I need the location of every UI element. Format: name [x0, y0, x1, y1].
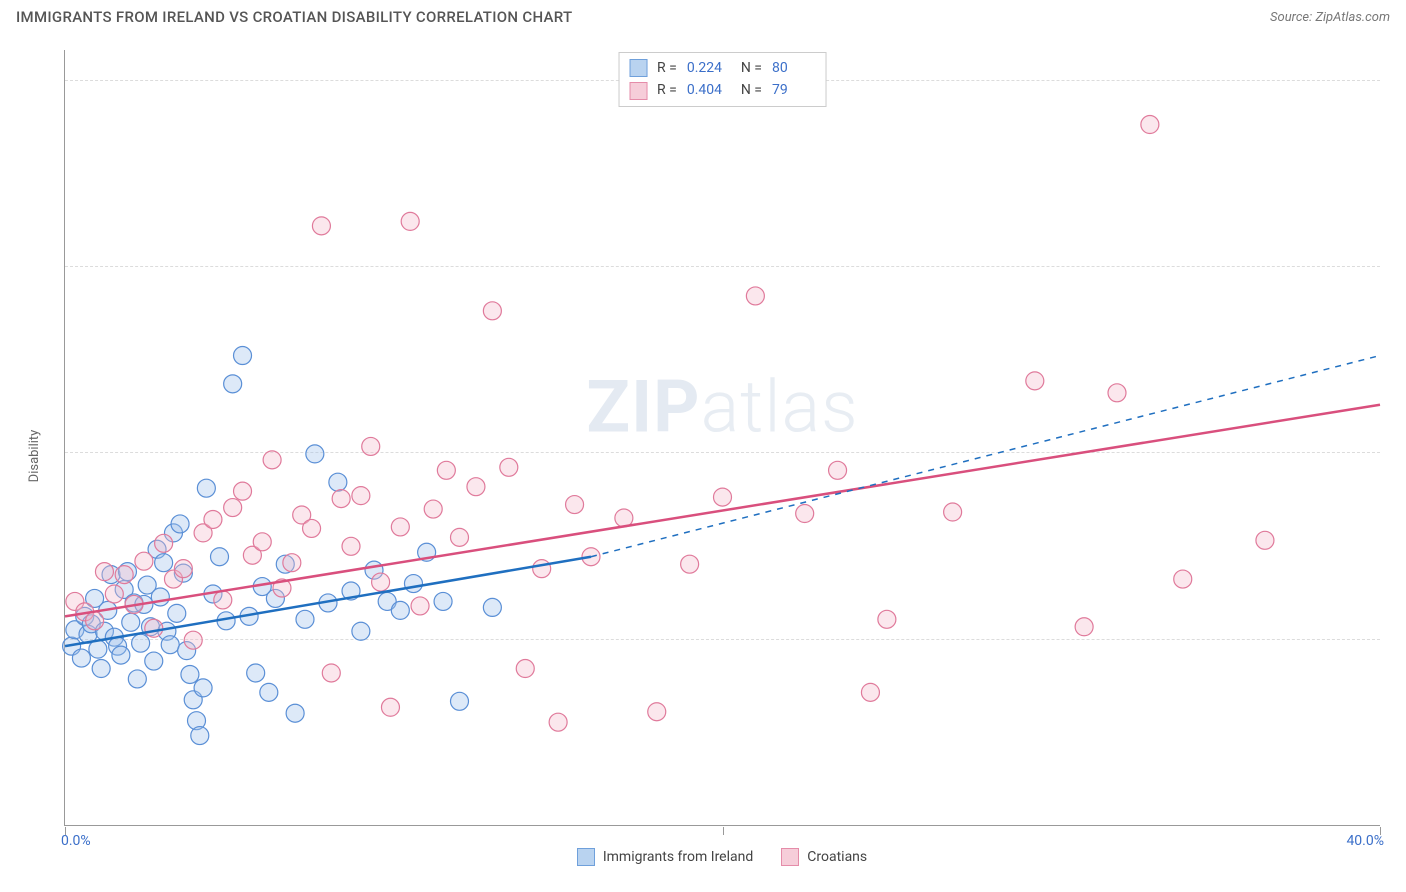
y-tick-label: 25.0% [1390, 444, 1406, 460]
plot-area: ZIPatlas 12.5%25.0%37.5%50.0% 0.0% 40.0%… [64, 50, 1380, 826]
y-axis-label: Disability [27, 430, 42, 483]
y-tick-label: 12.5% [1390, 631, 1406, 647]
y-tick-label: 50.0% [1390, 72, 1406, 88]
x-tick-label-max: 40.0% [1346, 833, 1384, 849]
x-tick-label-min: 0.0% [61, 833, 91, 849]
legend-row-croatians: R = 0.404 N = 79 [629, 79, 816, 101]
y-tick-label: 37.5% [1390, 258, 1406, 274]
swatch-croatians-icon [781, 848, 799, 866]
legend-correlation-box: R = 0.224 N = 80 R = 0.404 N = 79 [618, 52, 827, 107]
swatch-ireland-icon [577, 848, 595, 866]
legend-row-ireland: R = 0.224 N = 80 [629, 57, 816, 79]
scatter-svg [65, 50, 1380, 825]
chart-title: IMMIGRANTS FROM IRELAND VS CROATIAN DISA… [16, 8, 572, 26]
legend-series: Immigrants from Ireland Croatians [64, 848, 1380, 866]
source-credit: Source: ZipAtlas.com [1270, 10, 1390, 25]
legend-item-ireland: Immigrants from Ireland [577, 848, 753, 866]
x-tick [723, 827, 724, 835]
swatch-ireland [629, 59, 647, 77]
swatch-croatians [629, 82, 647, 100]
legend-item-croatians: Croatians [781, 848, 867, 866]
